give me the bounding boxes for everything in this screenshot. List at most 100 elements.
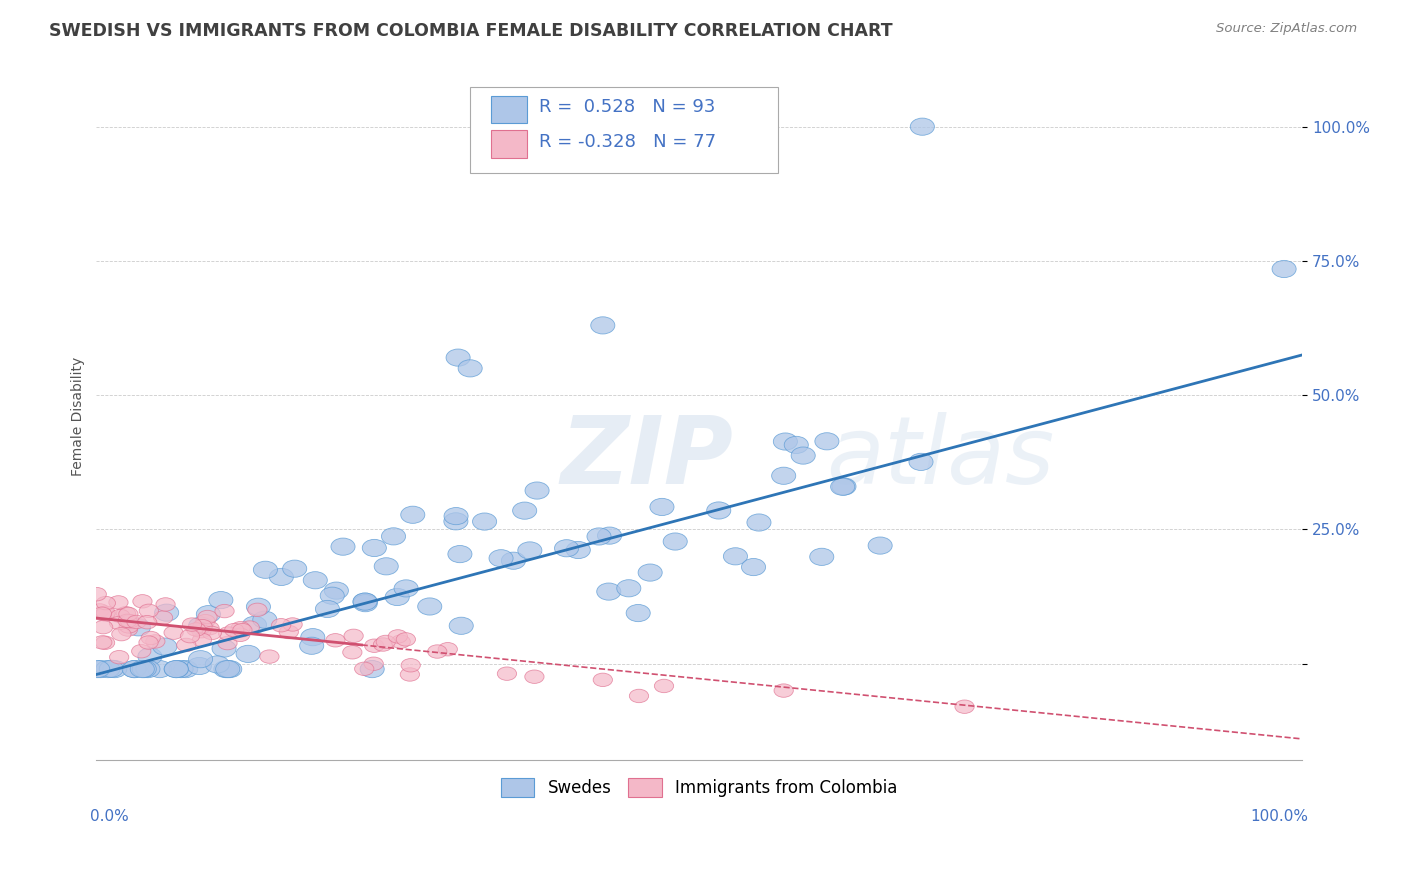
Ellipse shape — [363, 540, 387, 557]
Ellipse shape — [148, 660, 172, 678]
Ellipse shape — [418, 598, 441, 615]
Ellipse shape — [155, 604, 179, 621]
Ellipse shape — [177, 639, 195, 652]
Ellipse shape — [868, 537, 893, 554]
Ellipse shape — [498, 667, 516, 681]
Ellipse shape — [271, 618, 291, 632]
Ellipse shape — [191, 624, 211, 638]
Y-axis label: Female Disability: Female Disability — [72, 357, 86, 476]
Ellipse shape — [593, 673, 613, 687]
Ellipse shape — [165, 660, 188, 678]
Ellipse shape — [209, 591, 233, 608]
Ellipse shape — [146, 635, 165, 648]
Ellipse shape — [117, 607, 135, 620]
Ellipse shape — [401, 668, 419, 681]
Ellipse shape — [427, 645, 447, 658]
Ellipse shape — [831, 478, 855, 495]
Ellipse shape — [236, 645, 260, 663]
Ellipse shape — [139, 604, 159, 617]
Ellipse shape — [567, 541, 591, 558]
Ellipse shape — [93, 636, 112, 649]
Ellipse shape — [586, 528, 612, 545]
Ellipse shape — [242, 616, 267, 633]
Text: R =  0.528   N = 93: R = 0.528 N = 93 — [538, 98, 716, 116]
Ellipse shape — [110, 650, 129, 664]
Ellipse shape — [94, 621, 112, 634]
Ellipse shape — [832, 478, 856, 495]
Ellipse shape — [138, 615, 157, 629]
Ellipse shape — [246, 599, 270, 615]
Ellipse shape — [391, 635, 411, 648]
Ellipse shape — [188, 617, 212, 634]
Ellipse shape — [132, 595, 152, 608]
Ellipse shape — [353, 593, 377, 610]
Ellipse shape — [908, 453, 934, 470]
Ellipse shape — [122, 660, 146, 678]
Ellipse shape — [773, 433, 797, 450]
Ellipse shape — [90, 604, 110, 617]
Ellipse shape — [212, 640, 236, 657]
Ellipse shape — [772, 467, 796, 484]
Ellipse shape — [444, 513, 468, 530]
Ellipse shape — [785, 436, 808, 453]
Ellipse shape — [283, 560, 307, 577]
Ellipse shape — [96, 660, 120, 678]
Text: atlas: atlas — [825, 412, 1054, 503]
Ellipse shape — [127, 619, 150, 636]
Ellipse shape — [343, 646, 361, 659]
Ellipse shape — [650, 499, 673, 516]
Ellipse shape — [955, 700, 974, 714]
Ellipse shape — [723, 548, 748, 565]
Ellipse shape — [489, 549, 513, 566]
Ellipse shape — [214, 660, 238, 678]
Ellipse shape — [136, 660, 160, 678]
Ellipse shape — [156, 598, 176, 611]
Ellipse shape — [231, 628, 250, 641]
Ellipse shape — [193, 633, 211, 647]
Ellipse shape — [195, 615, 215, 628]
Ellipse shape — [1272, 260, 1296, 277]
Ellipse shape — [120, 620, 138, 633]
Ellipse shape — [187, 623, 205, 636]
Ellipse shape — [330, 538, 356, 555]
Ellipse shape — [301, 629, 325, 646]
Ellipse shape — [89, 660, 112, 678]
FancyBboxPatch shape — [470, 87, 778, 173]
Ellipse shape — [598, 527, 621, 544]
Ellipse shape — [205, 656, 229, 673]
Text: ZIP: ZIP — [561, 412, 734, 504]
Ellipse shape — [741, 558, 766, 575]
Text: 0.0%: 0.0% — [90, 808, 129, 823]
Ellipse shape — [910, 118, 935, 136]
Text: Source: ZipAtlas.com: Source: ZipAtlas.com — [1216, 22, 1357, 36]
Ellipse shape — [96, 607, 115, 621]
Ellipse shape — [517, 541, 541, 559]
Ellipse shape — [815, 433, 839, 450]
Ellipse shape — [139, 636, 157, 649]
Ellipse shape — [449, 546, 472, 563]
Ellipse shape — [810, 549, 834, 566]
Ellipse shape — [502, 552, 526, 569]
Ellipse shape — [524, 670, 544, 683]
Ellipse shape — [225, 624, 243, 637]
Ellipse shape — [377, 635, 395, 648]
Ellipse shape — [165, 626, 183, 640]
Ellipse shape — [138, 648, 162, 665]
Ellipse shape — [93, 607, 111, 621]
Ellipse shape — [197, 606, 221, 623]
Ellipse shape — [472, 513, 496, 530]
Ellipse shape — [354, 662, 374, 675]
Text: 100.0%: 100.0% — [1250, 808, 1308, 823]
Ellipse shape — [654, 679, 673, 693]
Ellipse shape — [458, 359, 482, 377]
Ellipse shape — [153, 611, 173, 624]
Ellipse shape — [747, 514, 770, 531]
Ellipse shape — [304, 572, 328, 589]
Ellipse shape — [524, 482, 550, 500]
Ellipse shape — [321, 587, 344, 604]
Ellipse shape — [253, 561, 277, 578]
Ellipse shape — [200, 622, 219, 635]
Ellipse shape — [439, 642, 457, 656]
Ellipse shape — [260, 650, 278, 664]
Ellipse shape — [118, 623, 138, 636]
